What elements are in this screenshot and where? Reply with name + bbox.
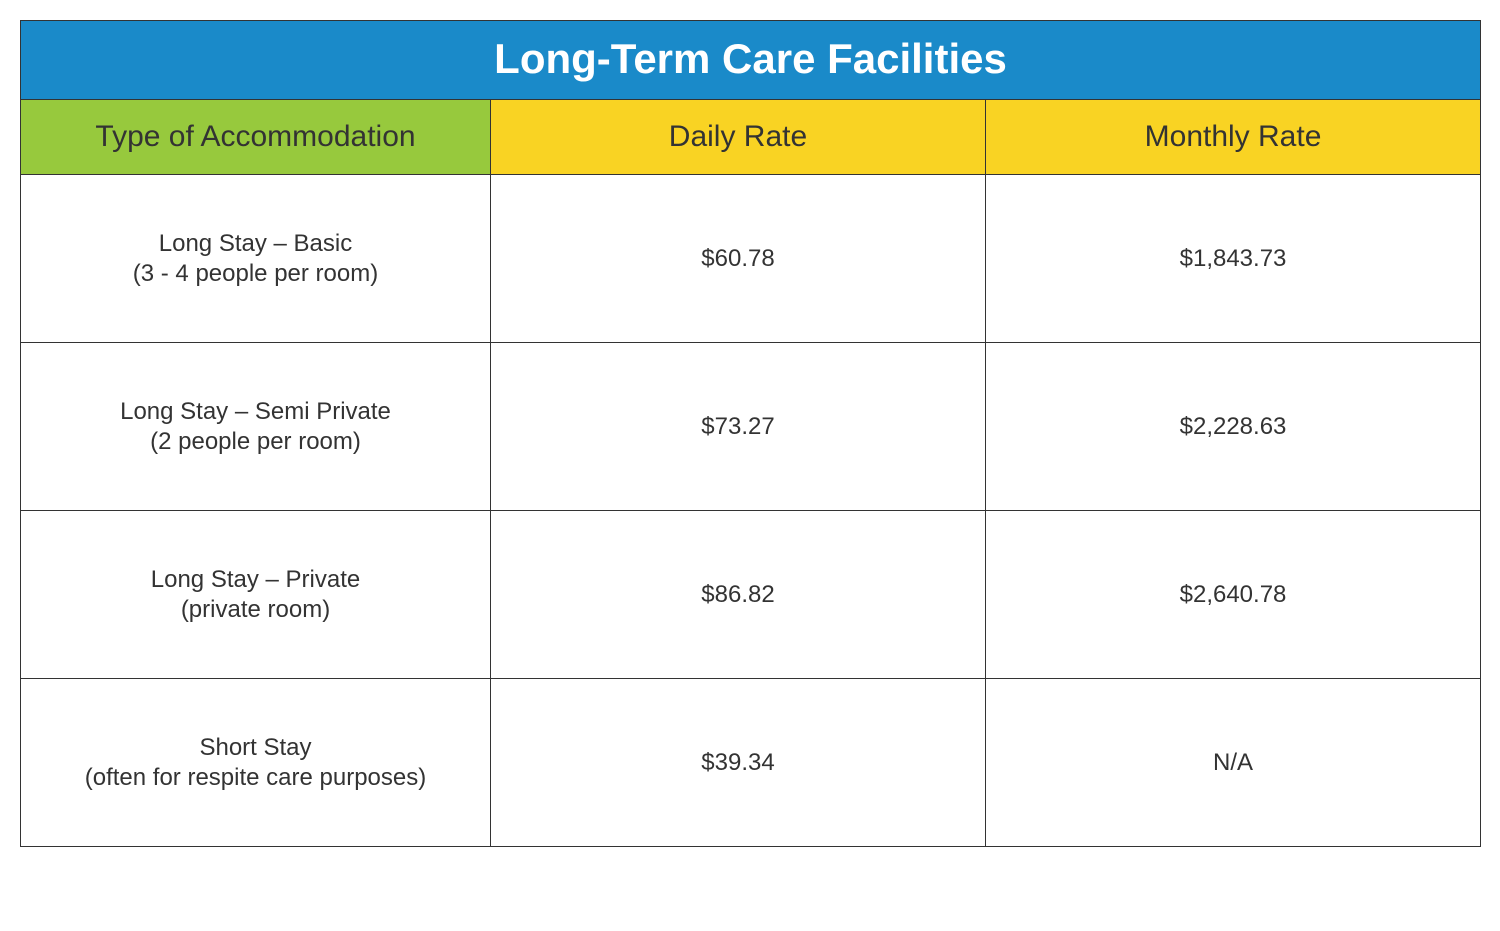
cell-type: Long Stay – Private (private room) — [21, 511, 491, 679]
header-row: Type of Accommodation Daily Rate Monthly… — [21, 100, 1481, 175]
type-line2: (2 people per room) — [22, 428, 489, 456]
cell-daily: $60.78 — [491, 175, 986, 343]
type-line2: (private room) — [22, 596, 489, 624]
cell-monthly: $2,228.63 — [986, 343, 1481, 511]
type-line2: (3 - 4 people per room) — [22, 260, 489, 288]
cell-type: Long Stay – Semi Private (2 people per r… — [21, 343, 491, 511]
table-title: Long-Term Care Facilities — [21, 21, 1481, 100]
cell-type: Long Stay – Basic (3 - 4 people per room… — [21, 175, 491, 343]
type-line2: (often for respite care purposes) — [22, 764, 489, 792]
cell-monthly: $1,843.73 — [986, 175, 1481, 343]
cell-type: Short Stay (often for respite care purpo… — [21, 679, 491, 847]
table-row: Long Stay – Semi Private (2 people per r… — [21, 343, 1481, 511]
type-line1: Short Stay — [22, 734, 489, 762]
table-row: Long Stay – Basic (3 - 4 people per room… — [21, 175, 1481, 343]
type-line1: Long Stay – Private — [22, 566, 489, 594]
cell-daily: $73.27 — [491, 343, 986, 511]
col-header-daily: Daily Rate — [491, 100, 986, 175]
col-header-type: Type of Accommodation — [21, 100, 491, 175]
care-facilities-table: Long-Term Care Facilities Type of Accomm… — [20, 20, 1481, 847]
cell-monthly: N/A — [986, 679, 1481, 847]
table-row: Short Stay (often for respite care purpo… — [21, 679, 1481, 847]
type-line1: Long Stay – Basic — [22, 230, 489, 258]
table-row: Long Stay – Private (private room) $86.8… — [21, 511, 1481, 679]
title-row: Long-Term Care Facilities — [21, 21, 1481, 100]
cell-monthly: $2,640.78 — [986, 511, 1481, 679]
type-line1: Long Stay – Semi Private — [22, 398, 489, 426]
col-header-monthly: Monthly Rate — [986, 100, 1481, 175]
cell-daily: $86.82 — [491, 511, 986, 679]
cell-daily: $39.34 — [491, 679, 986, 847]
